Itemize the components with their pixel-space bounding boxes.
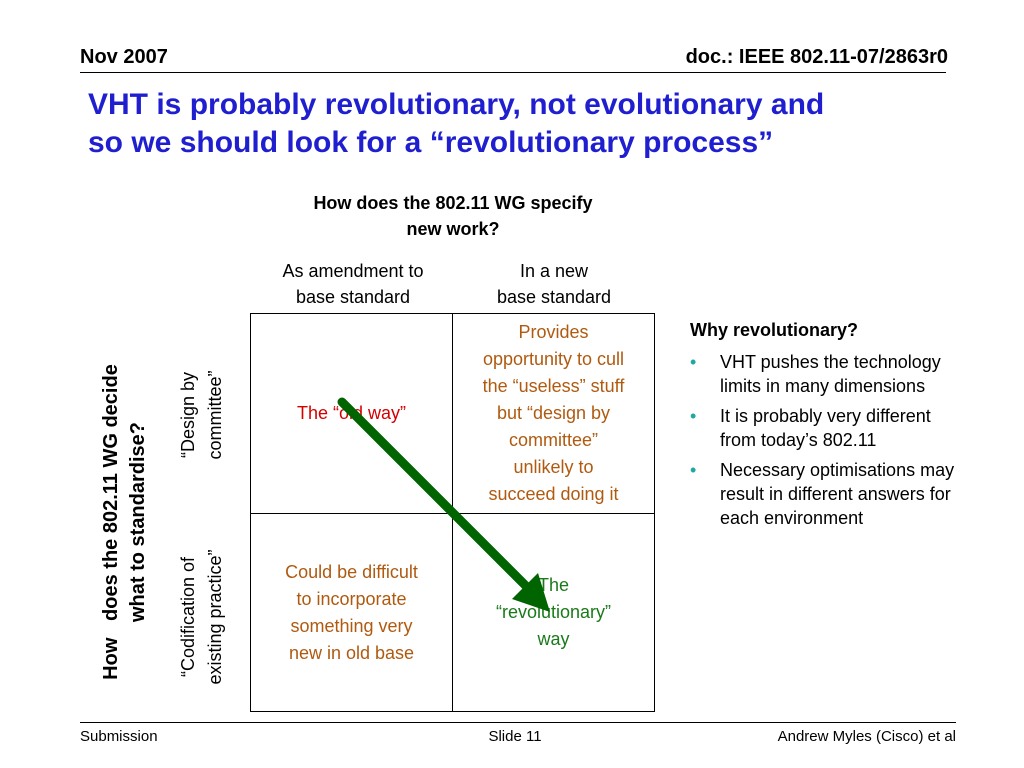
cell-difficult-line-1: Could be difficult	[285, 561, 418, 582]
column-question-line-2: new work?	[406, 219, 500, 239]
why-bullet-text: Necessary optimisations may result in di…	[720, 460, 955, 528]
cell-cull-line-4: but “design by	[496, 403, 611, 423]
why-revolutionary-list: • VHT pushes the technology limits in ma…	[690, 350, 970, 530]
footer-divider	[80, 722, 956, 723]
cell-old-way-line-1: The “old way”	[296, 403, 407, 423]
why-bullet-text: It is probably very different from today…	[720, 406, 931, 450]
cell-difficult-line-3: something very	[290, 615, 413, 636]
cell-difficult-incorporate: Could be difficult to incorporate someth…	[251, 514, 452, 711]
column-header-new-base-line-2: base standard	[496, 287, 612, 307]
cell-difficult-line-4: new in old base	[288, 642, 415, 663]
footer-submission: Submission	[80, 728, 158, 745]
row-question-line-1: How does the 802.11 WG decide	[100, 364, 122, 680]
cell-cull-line-7: succeed doing it	[488, 484, 619, 504]
header-date: Nov 2007	[80, 46, 168, 68]
footer-author: Andrew Myles (Cisco) et al	[777, 728, 956, 745]
why-revolutionary-heading: Why revolutionary?	[690, 320, 859, 340]
row-question: How does the 802.11 WG decide what to st…	[98, 322, 154, 722]
slide-title: VHT is probably revolutionary, not evolu…	[88, 86, 968, 162]
column-question-line-1: How does the 802.11 WG specify	[313, 193, 593, 213]
column-header-new-base-line-1: In a new	[519, 261, 589, 281]
bullet-dot-icon: •	[690, 406, 697, 426]
header-divider	[80, 72, 946, 73]
cell-difficult-line-2: to incorporate	[296, 588, 407, 609]
row-header-codification-line-2: existing practice”	[205, 549, 225, 685]
header-doc-id: doc.: IEEE 802.11-07/2863r0	[685, 46, 948, 68]
row-question-line-2: what to standardise?	[127, 421, 149, 623]
cell-cull-line-6: unlikely to	[513, 457, 594, 477]
why-bullet-item: • It is probably very different from tod…	[690, 404, 970, 452]
bullet-dot-icon: •	[690, 460, 697, 480]
cell-cull-useless: Provides opportunity to cull the “useles…	[453, 314, 654, 513]
why-bullet-text: VHT pushes the technology limits in many…	[720, 352, 941, 396]
why-bullet-item: • Necessary optimisations may result in …	[690, 458, 970, 530]
slide-title-line-2: so we should look for a “revolutionary p…	[88, 126, 774, 159]
row-header-codification-line-1: “Codification of	[178, 556, 198, 678]
cell-cull-line-5: committee”	[508, 430, 598, 450]
cell-cull-line-3: the “useless” stuff	[482, 376, 625, 396]
cell-revolutionary-line-3: way	[537, 629, 570, 649]
row-header-design-by-committee: “Design by committee”	[175, 315, 231, 515]
column-header-amendment-line-1: As amendment to	[282, 261, 424, 281]
cell-revolutionary-line-1: The	[537, 575, 569, 595]
why-revolutionary-panel: Why revolutionary? • VHT pushes the tech…	[690, 318, 970, 536]
slide-title-line-1: VHT is probably revolutionary, not evolu…	[88, 88, 825, 121]
why-bullet-item: • VHT pushes the technology limits in ma…	[690, 350, 970, 398]
cell-cull-line-2: opportunity to cull	[482, 349, 625, 369]
cell-revolutionary-way: The “revolutionary” way	[453, 514, 654, 711]
column-header-amendment: As amendment to base standard	[252, 258, 454, 310]
row-header-design-line-1: “Design by	[178, 371, 198, 459]
footer-slide-number: Slide 11	[488, 728, 542, 745]
row-header-codification: “Codification of existing practice”	[175, 517, 231, 717]
cell-cull-line-1: Provides	[518, 322, 589, 342]
column-question: How does the 802.11 WG specify new work?	[266, 190, 640, 242]
column-header-new-base: In a new base standard	[453, 258, 655, 310]
cell-old-way: The “old way”	[251, 314, 452, 513]
cell-revolutionary-line-2: “revolutionary”	[495, 602, 612, 622]
column-header-amendment-line-2: base standard	[295, 287, 411, 307]
row-header-design-line-2: committee”	[205, 370, 225, 460]
bullet-dot-icon: •	[690, 352, 697, 372]
